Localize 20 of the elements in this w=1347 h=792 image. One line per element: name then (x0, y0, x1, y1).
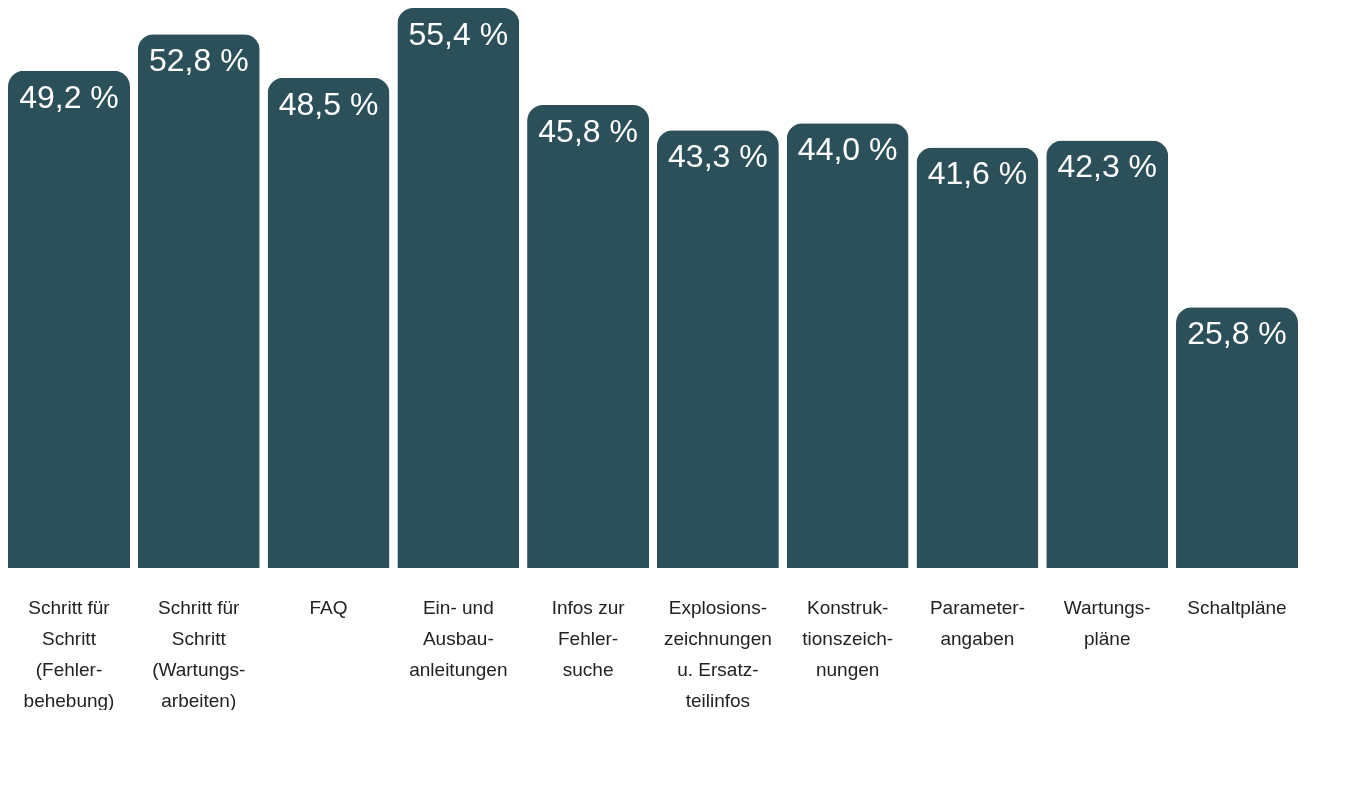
x-tick-label: Parameter- angaben (929, 596, 1025, 649)
data-label: 49,2 % (19, 78, 119, 115)
x-tick-label: Ein- und Ausbau- anleitungen (409, 596, 508, 680)
x-tick-label: Infos zur Fehler- suche (551, 596, 626, 680)
data-label: 52,8 % (148, 42, 249, 79)
x-tick-label: Wartungs- pläne (1063, 596, 1151, 649)
x-tick-label: Schaltpläne (1187, 596, 1287, 618)
data-label: 48,5 % (278, 85, 379, 122)
data-label: 43,3 % (668, 138, 768, 175)
data-label: 41,6 % (927, 155, 1028, 192)
x-tick-label: Explosions- zeichnungen u. Ersatz- teilinfos (664, 596, 772, 711)
x-tick-label: Konstruk- tionszeich- nungen (802, 596, 894, 680)
data-label: 25,8 % (1187, 315, 1287, 352)
data-label: 44,0 % (797, 131, 898, 168)
data-label: 55,4 % (408, 16, 509, 52)
data-label: 45,8 % (538, 113, 638, 150)
x-tick-label: FAQ (309, 596, 348, 618)
x-tick-label: Schritt für Schritt (Wartungs- arbeiten) (152, 596, 246, 711)
data-label: 42,3 % (1057, 148, 1158, 185)
x-tick-label: Schritt für Schritt (Fehler- behebung) (23, 596, 115, 711)
